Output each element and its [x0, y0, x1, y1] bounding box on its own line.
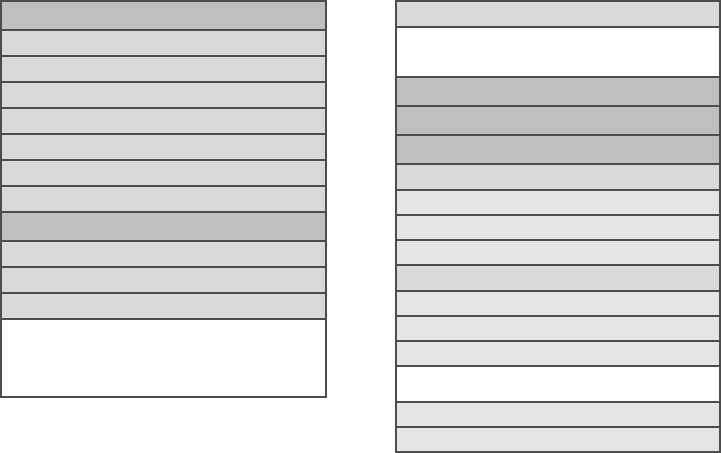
table-empty-row [2, 320, 325, 396]
table-row [397, 317, 719, 340]
table-row [397, 428, 719, 451]
table-row [397, 292, 719, 315]
table-header-row [397, 107, 719, 134]
table-row [397, 165, 719, 189]
table-row [2, 83, 325, 107]
table-header-row [2, 2, 325, 29]
table-row [397, 241, 719, 264]
table-row [397, 403, 719, 426]
table-row [2, 187, 325, 211]
table-header-row [397, 136, 719, 163]
table-row [397, 191, 719, 214]
table-row [397, 342, 719, 365]
table-empty-row [397, 28, 719, 76]
table-row [2, 268, 325, 292]
right-panel-table [395, 0, 721, 453]
table-row [2, 57, 325, 81]
table-row [2, 294, 325, 318]
table-row [2, 242, 325, 266]
table-row [2, 161, 325, 185]
left-panel-table [0, 0, 327, 398]
table-empty-row [397, 367, 719, 401]
table-row [397, 266, 719, 290]
table-row [2, 109, 325, 133]
table-row [2, 31, 325, 55]
table-header-row [2, 213, 325, 240]
table-row [397, 216, 719, 239]
table-row [2, 135, 325, 159]
table-row [397, 2, 719, 26]
table-header-row [397, 78, 719, 105]
